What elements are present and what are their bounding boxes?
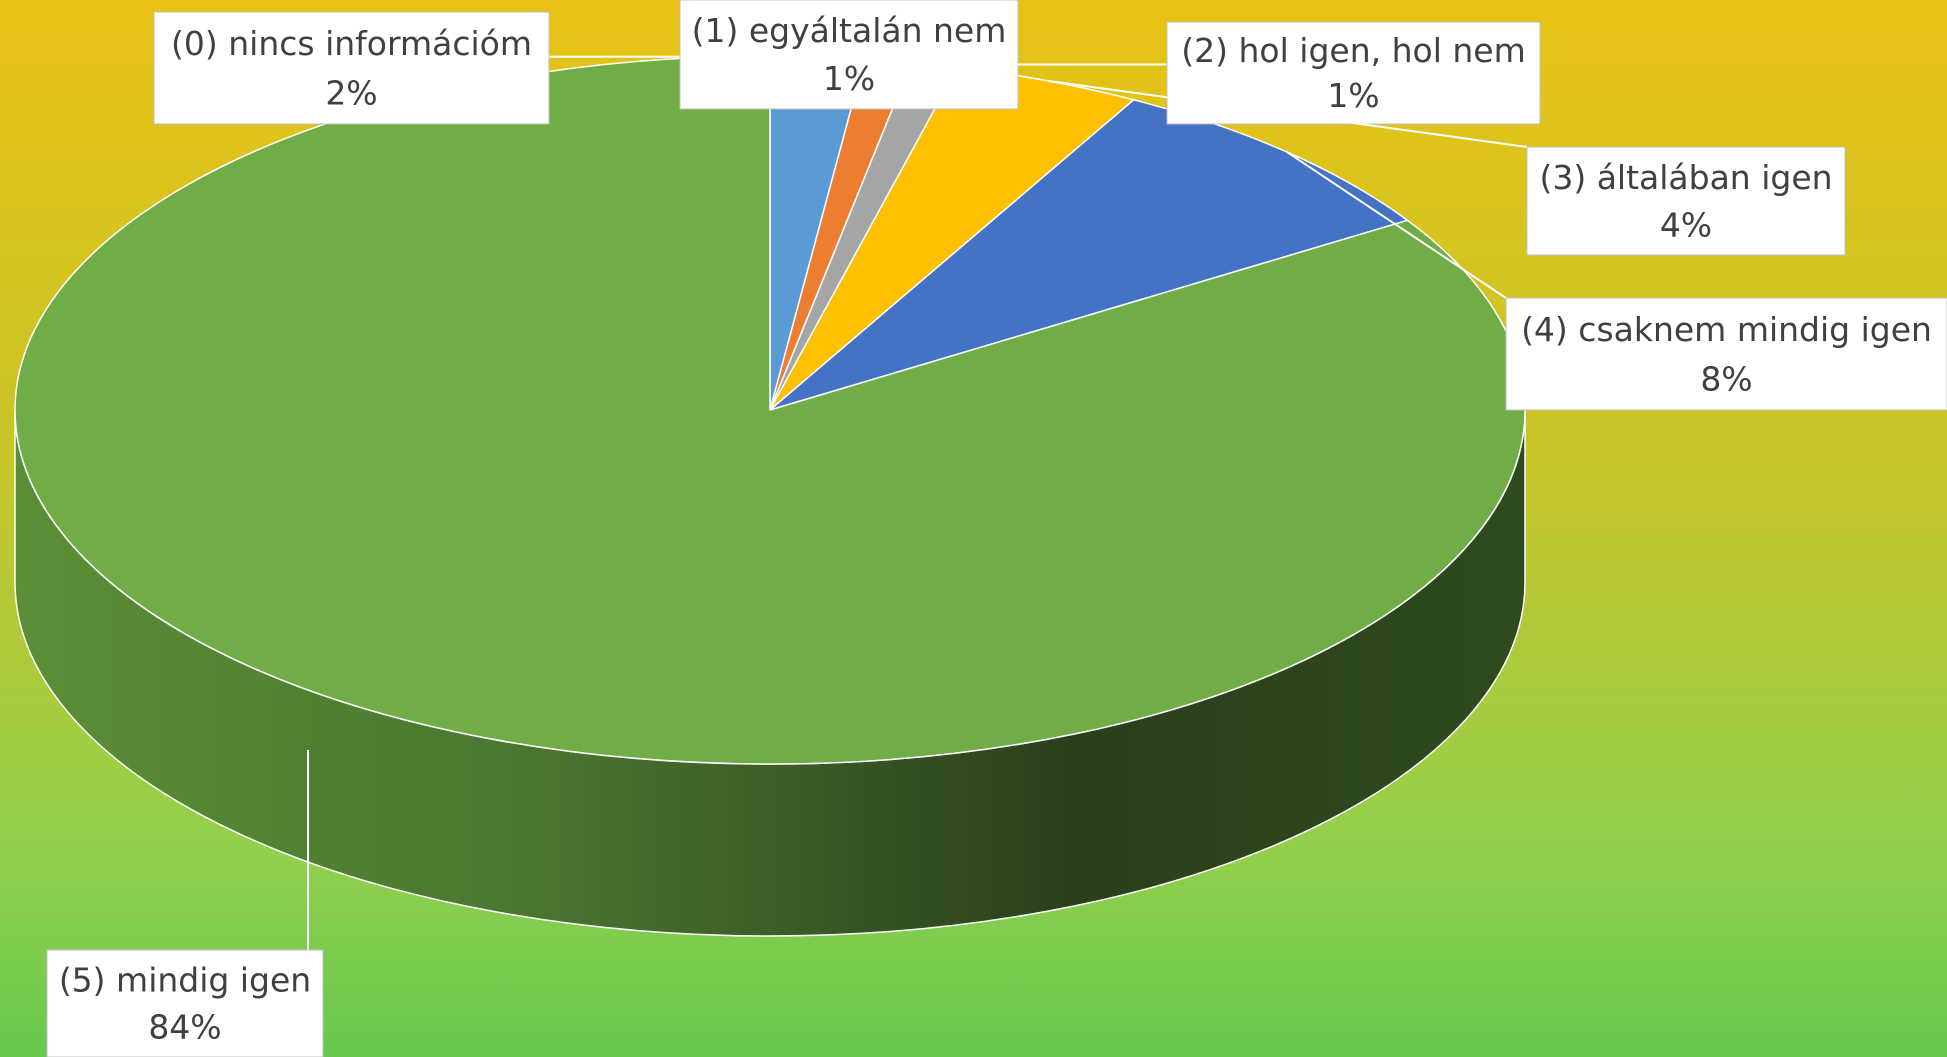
label-box	[1526, 146, 1846, 256]
category-label: (2) hol igen, hol nem	[1181, 31, 1525, 70]
pie-slice	[769, 98, 1410, 411]
label-box	[679, 0, 1019, 110]
category-label: (4) csaknem mindig igen	[1521, 310, 1932, 349]
leader-line	[1286, 151, 1507, 299]
label-box	[1505, 297, 1947, 411]
category-label: (5) mindig igen	[59, 961, 311, 1000]
value-label: 1%	[1327, 76, 1379, 115]
value-label: 4%	[1660, 205, 1712, 244]
value-label: 84%	[148, 1008, 221, 1047]
leader-line	[1047, 79, 1528, 148]
value-label: 1%	[823, 59, 875, 98]
value-label: 8%	[1700, 359, 1752, 398]
pie-slice	[14, 55, 1526, 765]
label-box	[46, 949, 324, 1057]
label-box	[1166, 21, 1541, 125]
category-label: (0) nincs információm	[171, 24, 532, 63]
label-box	[153, 11, 550, 125]
category-label: (3) általában igen	[1539, 158, 1832, 197]
value-label: 2%	[325, 73, 377, 112]
category-label: (1) egyáltalán nem	[692, 11, 1007, 50]
